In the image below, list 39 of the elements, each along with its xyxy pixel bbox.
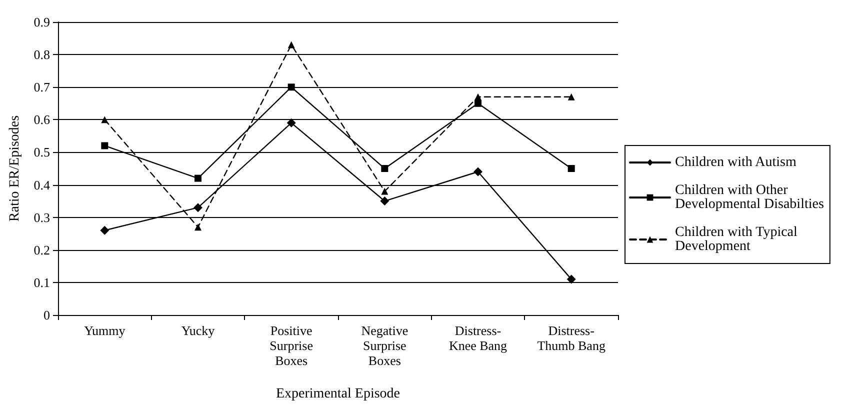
x-tick-label: Distress- Knee Bang [448, 323, 508, 353]
x-axis-title: Experimental Episode [276, 386, 400, 402]
y-tick-label: 0 [44, 308, 50, 322]
y-tick-label: 0.5 [34, 144, 50, 160]
legend-label: Children with Typical Development [675, 225, 801, 254]
legend-label: Children with Autism [675, 155, 796, 170]
point [288, 84, 295, 91]
point [568, 93, 575, 100]
y-tick-label: 0.2 [34, 242, 50, 258]
point [100, 226, 110, 235]
point [194, 224, 202, 231]
point [568, 165, 575, 172]
point [101, 142, 108, 150]
point [474, 93, 482, 100]
y-tick-label: 0.7 [34, 80, 50, 95]
y-tick-label: 0.1 [34, 274, 50, 290]
y-tick-label: 0.4 [34, 177, 50, 192]
point [381, 165, 388, 172]
y-tick-label: 0.9 [34, 14, 50, 30]
y-tick-label: 0.3 [34, 210, 50, 225]
legend-label: Children with Other Developmental Disabilties [675, 183, 824, 212]
point [474, 100, 482, 107]
point [194, 203, 202, 212]
point [288, 41, 295, 48]
point [286, 118, 296, 128]
x-tick-label: Distress- Thumb Bang [537, 323, 606, 353]
x-tick-label: Positive Surprise Boxes [270, 323, 314, 368]
point [101, 116, 108, 124]
y-tick-label: 0.8 [34, 47, 50, 62]
point [380, 196, 390, 206]
y-axis-title: Ratio ER/Episodes [8, 115, 22, 222]
x-tick-label: Yummy [84, 323, 126, 338]
x-tick-label: Negative Surprise Boxes [361, 323, 408, 368]
point [566, 274, 576, 284]
point [381, 188, 388, 195]
y-tick-label: 0.6 [34, 112, 50, 128]
point [194, 174, 202, 182]
x-tick-label: Yucky [181, 323, 216, 338]
point [474, 167, 482, 176]
